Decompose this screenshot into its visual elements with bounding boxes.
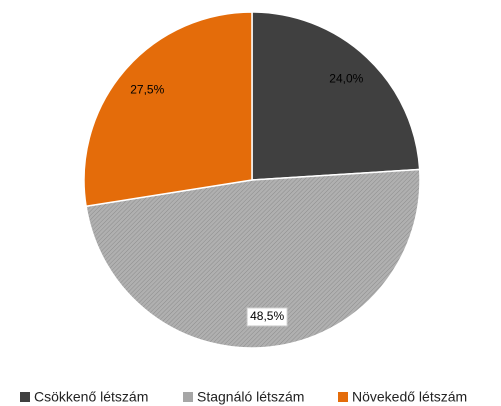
data-label: 48,5% — [250, 309, 284, 323]
pie-slice — [85, 168, 421, 349]
legend-label: Stagnáló létszám — [197, 389, 304, 405]
legend-swatch — [20, 392, 30, 402]
data-label: 24,0% — [329, 72, 363, 86]
legend-swatch — [338, 392, 348, 402]
label-box — [246, 307, 288, 327]
pie-slice — [251, 11, 421, 181]
legend-swatch — [183, 392, 193, 402]
data-label: 27,5% — [130, 83, 164, 97]
pie-slice — [83, 11, 253, 208]
legend-label: Csökkenő létszám — [34, 389, 148, 405]
legend-label: Növekedő létszám — [352, 389, 467, 405]
